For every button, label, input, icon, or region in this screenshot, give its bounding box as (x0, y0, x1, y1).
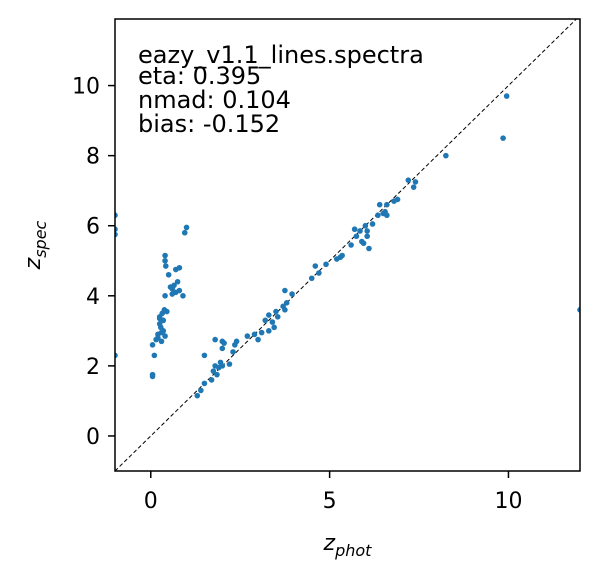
data-point (151, 352, 158, 359)
data-point (266, 328, 272, 334)
data-point (384, 201, 390, 208)
annotation-line: eazy_v1.1_lines.spectra (138, 41, 424, 69)
data-point (219, 345, 226, 352)
data-point (362, 222, 369, 229)
data-point (221, 340, 227, 346)
data-point (162, 293, 168, 299)
data-point (158, 338, 165, 345)
data-point (165, 271, 172, 278)
data-point (201, 352, 208, 359)
data-point (394, 196, 401, 203)
data-point (412, 179, 419, 185)
y-tick-label: 8 (86, 145, 100, 170)
data-point (226, 361, 233, 367)
points-layer (115, 93, 580, 399)
annotation-line: nmad: 0.104 (138, 86, 291, 114)
data-point (443, 152, 449, 159)
data-point (162, 252, 168, 259)
data-point (214, 371, 220, 378)
one-to-one-reference-line (115, 19, 577, 471)
data-point (282, 307, 288, 313)
y-tick-label: 4 (86, 285, 100, 310)
data-point (273, 308, 279, 315)
data-point (348, 242, 354, 248)
data-point (162, 333, 168, 339)
y-tick-label: 2 (86, 355, 100, 380)
data-point (360, 240, 367, 247)
data-point (364, 228, 370, 234)
data-point (376, 201, 383, 208)
data-point (364, 233, 370, 240)
data-point (194, 392, 201, 399)
data-point (162, 257, 168, 264)
data-point (176, 264, 183, 271)
data-point (171, 282, 177, 289)
data-point (274, 314, 281, 320)
data-point (208, 377, 215, 383)
data-point (353, 233, 360, 240)
data-point (266, 312, 272, 318)
data-point (198, 387, 204, 394)
data-point (269, 319, 276, 325)
data-point (212, 336, 218, 343)
data-point (180, 293, 186, 299)
y-tick-label: 10 (72, 75, 100, 100)
data-point (375, 212, 381, 219)
x-axis-label: zphot (323, 531, 373, 560)
data-point (339, 252, 345, 259)
data-point (164, 308, 170, 315)
axes-frame (114, 18, 581, 472)
data-point (201, 380, 208, 387)
axes-layer: 0 5 10 0 2 4 6 8 10 zphot zspec (21, 18, 581, 560)
data-point (181, 229, 188, 236)
data-point (251, 331, 258, 338)
data-point (289, 291, 295, 297)
data-point (351, 226, 358, 233)
data-point (410, 184, 417, 190)
data-point (312, 263, 319, 269)
y-axis-label: zspec (21, 220, 50, 270)
y-tick-label: 0 (86, 425, 100, 450)
data-point (160, 317, 167, 324)
data-point (162, 263, 169, 269)
annotation-line: bias: -0.152 (138, 110, 280, 138)
x-tick-label: 5 (323, 489, 337, 514)
data-point (183, 224, 190, 231)
data-point (258, 329, 265, 336)
data-point (283, 300, 290, 306)
annotation-line: eta: 0.395 (138, 62, 261, 90)
data-point (210, 368, 217, 374)
data-point (244, 333, 251, 339)
data-point (149, 373, 156, 380)
data-point (357, 228, 363, 234)
data-points (115, 93, 580, 399)
data-point (405, 177, 412, 183)
data-point (323, 261, 329, 268)
data-point (176, 287, 183, 294)
data-point (271, 324, 277, 331)
data-point (174, 278, 181, 285)
data-point (500, 135, 506, 141)
data-point (230, 349, 236, 355)
data-point (160, 328, 167, 334)
data-point (255, 336, 261, 343)
x-tick-label: 10 (494, 489, 522, 514)
data-point (316, 270, 322, 276)
data-point (366, 245, 372, 252)
data-point (369, 221, 376, 227)
y-tick-label: 6 (86, 215, 100, 240)
data-point (262, 317, 269, 324)
data-point (149, 342, 156, 348)
data-point (219, 363, 226, 369)
data-point (384, 212, 390, 219)
data-point (282, 287, 288, 294)
data-point (503, 93, 510, 99)
data-point (308, 275, 315, 282)
data-point (233, 338, 240, 345)
x-tick-label: 0 (144, 489, 158, 514)
plot-layer (115, 19, 577, 471)
